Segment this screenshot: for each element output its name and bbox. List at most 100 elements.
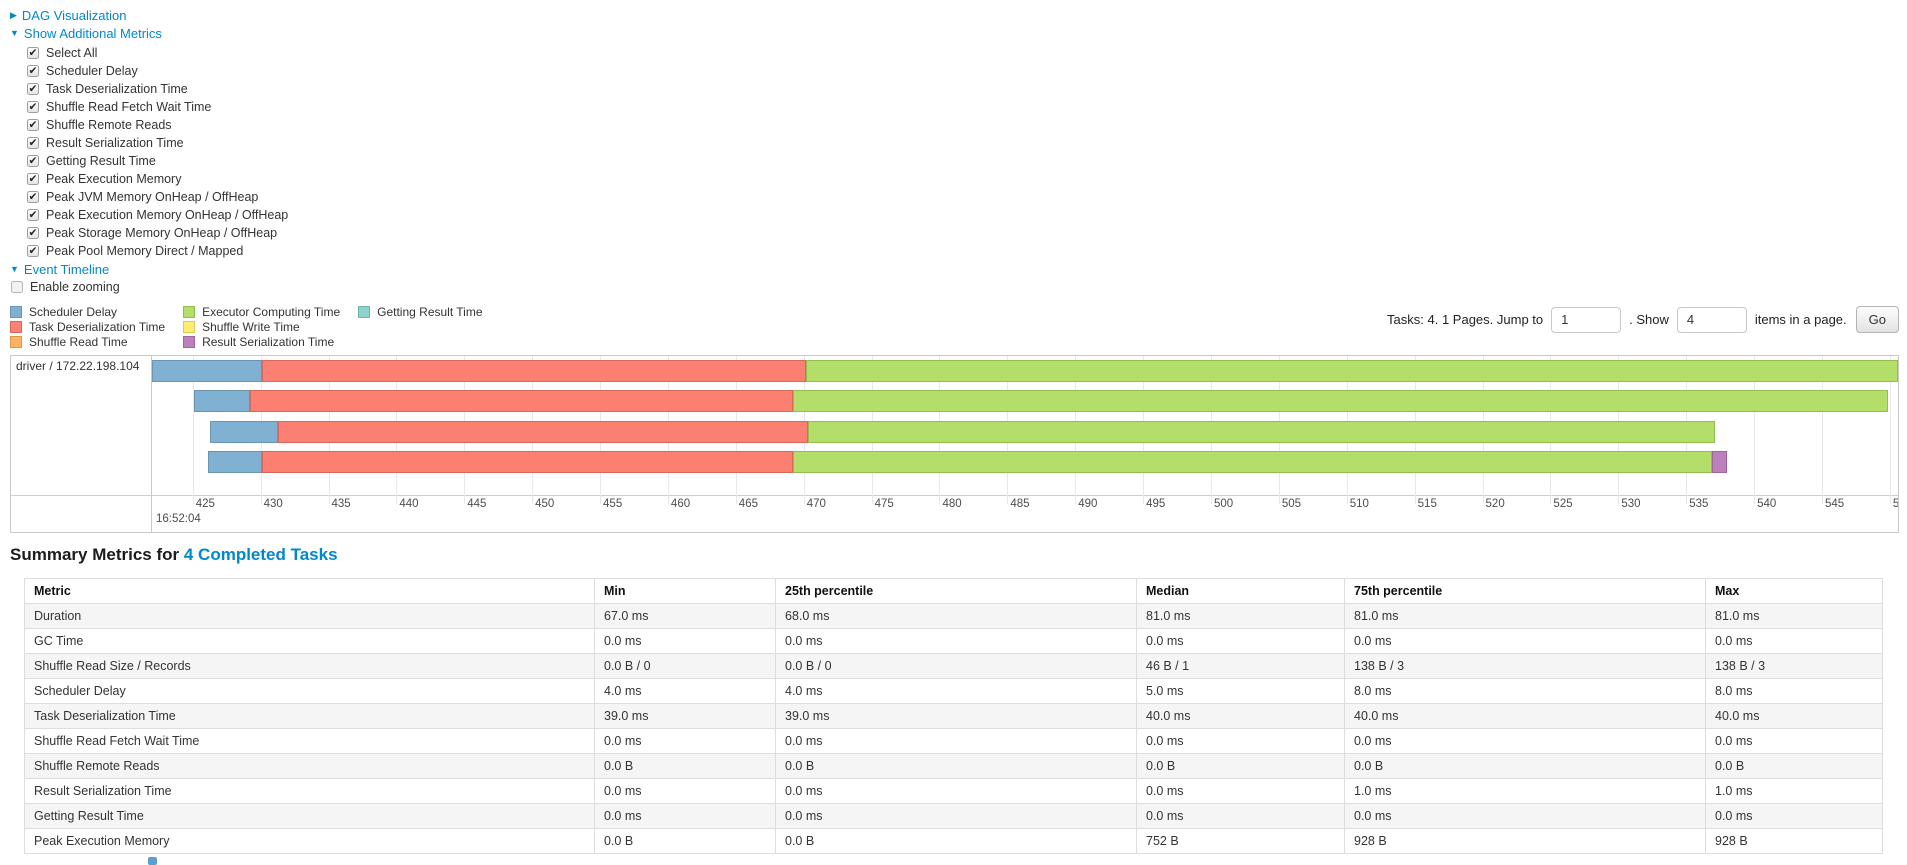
caret-down-icon: ▼ [10, 27, 19, 38]
timeline-axis-tick-label: 465 [738, 498, 758, 510]
table-cell: 0.0 ms [775, 728, 1137, 754]
metric-checkbox[interactable]: ✔ [27, 65, 39, 77]
metric-checkbox-row[interactable]: ✔ Getting Result Time [27, 152, 1899, 170]
metric-checkbox[interactable]: ✔ [27, 173, 39, 185]
task-segment-executor-computing[interactable] [806, 360, 1898, 382]
task-bar[interactable] [207, 451, 1898, 473]
task-segment-executor-computing[interactable] [792, 451, 1712, 473]
table-cell: 0.0 ms [1705, 628, 1883, 654]
table-row: Task Deserialization Time 39.0 ms 39.0 ms 4… [24, 703, 1883, 729]
event-timeline-toggle[interactable]: ▼ Event Timeline [10, 260, 1899, 278]
timeline-axis-tick-label: 510 [1349, 498, 1369, 510]
task-segment-scheduler-delay[interactable] [194, 390, 250, 412]
task-segment-executor-computing[interactable] [807, 421, 1715, 443]
metric-checkbox[interactable]: ✔ [27, 191, 39, 203]
metric-checkbox-row[interactable]: ✔ Result Serialization Time [27, 134, 1899, 152]
metric-checkbox[interactable]: ✔ [27, 209, 39, 221]
caret-right-icon: ▶ [10, 9, 17, 20]
task-segment-task-deserialization[interactable] [278, 421, 808, 443]
show-additional-metrics-label[interactable]: Show Additional Metrics [23, 25, 162, 41]
metric-checkbox[interactable]: ✔ [27, 155, 39, 167]
metric-checkbox[interactable]: ✔ [27, 245, 39, 257]
metric-checkbox[interactable]: ✔ [27, 101, 39, 113]
metric-checkbox-row[interactable]: ✔ Task Deserialization Time [27, 80, 1899, 98]
table-cell: 0.0 B / 0 [594, 653, 776, 679]
jump-page-input[interactable] [1551, 306, 1622, 333]
timeline-axis-tick-label: 515 [1417, 498, 1437, 510]
task-bar[interactable] [152, 360, 1898, 382]
table-cell: Task Deserialization Time [24, 703, 595, 729]
metric-checkbox-label: Peak Execution Memory [46, 172, 182, 186]
metric-checkbox-row[interactable]: ✔ Peak Execution Memory [27, 170, 1899, 188]
task-segment-task-deserialization[interactable] [249, 390, 793, 412]
table-cell: 0.0 ms [594, 778, 776, 804]
table-cell: 0.0 ms [594, 628, 776, 654]
metric-checkbox[interactable]: ✔ [27, 227, 39, 239]
table-header-cell: Median [1136, 578, 1345, 604]
task-segment-executor-computing[interactable] [792, 390, 1889, 412]
table-cell: Shuffle Remote Reads [24, 753, 595, 779]
timeline-axis-tick-label: 540 [1757, 498, 1777, 510]
metric-checkbox-label: Shuffle Remote Reads [46, 118, 172, 132]
table-cell: Shuffle Read Size / Records [24, 653, 595, 679]
legend-label: Getting Result Time [377, 304, 483, 319]
event-timeline-label[interactable]: Event Timeline [23, 261, 110, 277]
metric-checkbox-row[interactable]: ✔ Scheduler Delay [27, 62, 1899, 80]
metric-checkbox[interactable]: ✔ [27, 47, 39, 59]
metric-checkbox-row[interactable]: ✔ Shuffle Remote Reads [27, 116, 1899, 134]
task-bar[interactable] [194, 390, 1898, 412]
task-segment-task-deserialization[interactable] [261, 451, 793, 473]
table-header-row: Metric Min 25th percentile Median 75th perce… [24, 578, 1883, 604]
metric-checkbox-label: Shuffle Read Fetch Wait Time [46, 100, 212, 114]
dag-visualization-toggle[interactable]: ▶ DAG Visualization [10, 6, 1899, 24]
task-segment-scheduler-delay[interactable] [207, 451, 262, 473]
metric-checkbox-row[interactable]: ✔ Peak Storage Memory OnHeap / OffHeap [27, 224, 1899, 242]
table-cell: 0.0 ms [775, 803, 1137, 829]
task-segment-result-serialization[interactable] [1711, 451, 1727, 473]
event-timeline-chart: driver / 172.22.198.104 16:52:04 425 430 4… [10, 355, 1899, 533]
table-cell: 0.0 B [594, 753, 776, 779]
page-size-input[interactable] [1676, 306, 1747, 333]
metric-checkbox-row[interactable]: ✔ Peak Pool Memory Direct / Mapped [27, 242, 1899, 260]
dag-visualization-label[interactable]: DAG Visualization [21, 7, 127, 23]
table-cell: 0.0 ms [1705, 803, 1883, 829]
metric-checkbox[interactable]: ✔ [27, 83, 39, 95]
metric-checkbox[interactable]: ✔ [27, 119, 39, 131]
table-header-cell: 75th percentile [1344, 578, 1706, 604]
metric-checkbox[interactable]: ✔ [27, 137, 39, 149]
table-cell: Shuffle Read Fetch Wait Time [24, 728, 595, 754]
legend-item: Getting Result Time [358, 304, 483, 319]
table-cell: 81.0 ms [1344, 603, 1706, 629]
completed-tasks-link[interactable]: 4 Completed Tasks [183, 545, 338, 564]
show-additional-metrics-toggle[interactable]: ▼ Show Additional Metrics [10, 24, 1899, 42]
task-segment-task-deserialization[interactable] [261, 360, 807, 382]
legend-column: Getting Result Time [358, 304, 483, 349]
legend-column: Executor Computing Time Shuffle Write Tim… [183, 304, 340, 349]
enable-zooming-checkbox-row[interactable]: Enable zooming [11, 278, 1899, 296]
timeline-axis-tick-label: 480 [942, 498, 962, 510]
timeline-axis-tick-label: 500 [1214, 498, 1234, 510]
table-row: Duration 67.0 ms 68.0 ms 81.0 ms 81.0 ms 81.0… [24, 603, 1883, 629]
table-header-cell: Metric [24, 578, 595, 604]
table-cell: 0.0 ms [1136, 803, 1345, 829]
enable-zooming-checkbox[interactable] [11, 281, 23, 293]
go-button[interactable]: Go [1855, 306, 1899, 333]
metric-checkbox-row[interactable]: ✔ Shuffle Read Fetch Wait Time [27, 98, 1899, 116]
table-cell: 8.0 ms [1344, 678, 1706, 704]
metric-checkbox-row[interactable]: ✔ Peak Execution Memory OnHeap / OffHeap [27, 206, 1899, 224]
table-cell: Result Serialization Time [24, 778, 595, 804]
metric-checkbox-row[interactable]: ✔ Select All [27, 44, 1899, 62]
task-segment-scheduler-delay[interactable] [210, 421, 279, 443]
table-row: Shuffle Remote Reads 0.0 B 0.0 B 0.0 B 0.0 B… [24, 753, 1883, 779]
timeline-axis-tick-label: 495 [1146, 498, 1166, 510]
timeline-axis-tick-label: 525 [1553, 498, 1573, 510]
metric-checkbox-label: Peak Execution Memory OnHeap / OffHeap [46, 208, 289, 222]
table-cell: 0.0 B [1705, 753, 1883, 779]
metric-checkbox-row[interactable]: ✔ Peak JVM Memory OnHeap / OffHeap [27, 188, 1899, 206]
task-segment-scheduler-delay[interactable] [152, 360, 262, 382]
task-bar[interactable] [210, 421, 1898, 443]
caret-down-icon: ▼ [10, 263, 19, 274]
legend-label: Scheduler Delay [29, 304, 118, 319]
legend-item: Scheduler Delay [10, 304, 165, 319]
table-cell: 39.0 ms [594, 703, 776, 729]
